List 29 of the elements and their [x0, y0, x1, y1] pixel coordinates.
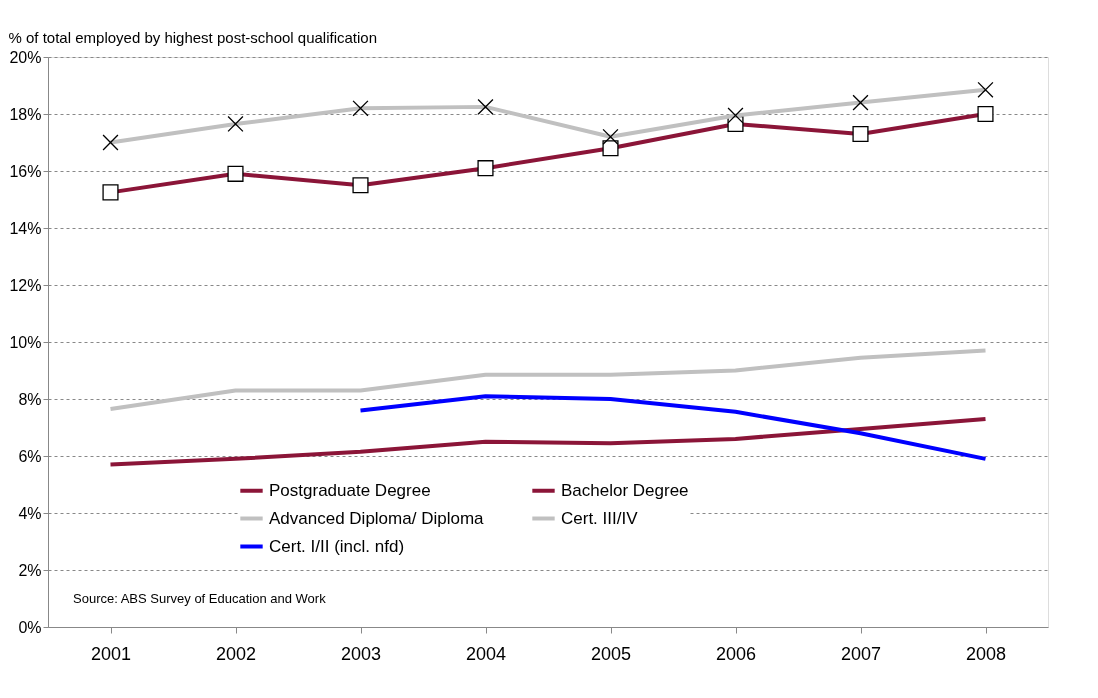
- legend-label: Cert. III/IV: [561, 508, 639, 528]
- x-tick-label: 2001: [90, 643, 132, 664]
- y-tick-label: 14%: [9, 219, 42, 237]
- x-tick-label: 2003: [340, 643, 382, 664]
- y-tick-label: 4%: [18, 504, 42, 522]
- y-tick-label: 2%: [18, 561, 42, 579]
- y-tick-label: 20%: [9, 48, 42, 66]
- x-tick-label: 2006: [715, 643, 757, 664]
- x-tick-label: 2002: [215, 643, 257, 664]
- y-tick-label: 6%: [18, 447, 42, 465]
- legend-label: Cert. I/II (incl. nfd): [269, 536, 405, 556]
- x-tick-label: 2008: [965, 643, 1007, 664]
- legend-label: Advanced Diploma/ Diploma: [269, 508, 485, 528]
- line-series: [108, 416, 988, 467]
- legend-label: Bachelor Degree: [561, 480, 689, 500]
- y-tick-label: 18%: [9, 105, 42, 123]
- line-series: [108, 348, 988, 411]
- x-tick-label: 2005: [590, 643, 632, 664]
- x-tick-label: 2007: [840, 643, 882, 664]
- y-tick-label: 12%: [9, 276, 42, 294]
- x-tick-label: 2004: [465, 643, 507, 664]
- y-tick-label: 10%: [9, 333, 42, 351]
- y-axis-title: % of total employed by highest post-school qualification: [8, 28, 378, 46]
- legend-label: Postgraduate Degree: [269, 480, 431, 500]
- y-tick-label: 0%: [18, 618, 42, 636]
- y-tick-label: 8%: [18, 390, 42, 408]
- y-tick-label: 16%: [9, 162, 42, 180]
- line-series: [358, 394, 988, 461]
- annotation: Source: ABS Survey of Education and Work: [73, 591, 327, 606]
